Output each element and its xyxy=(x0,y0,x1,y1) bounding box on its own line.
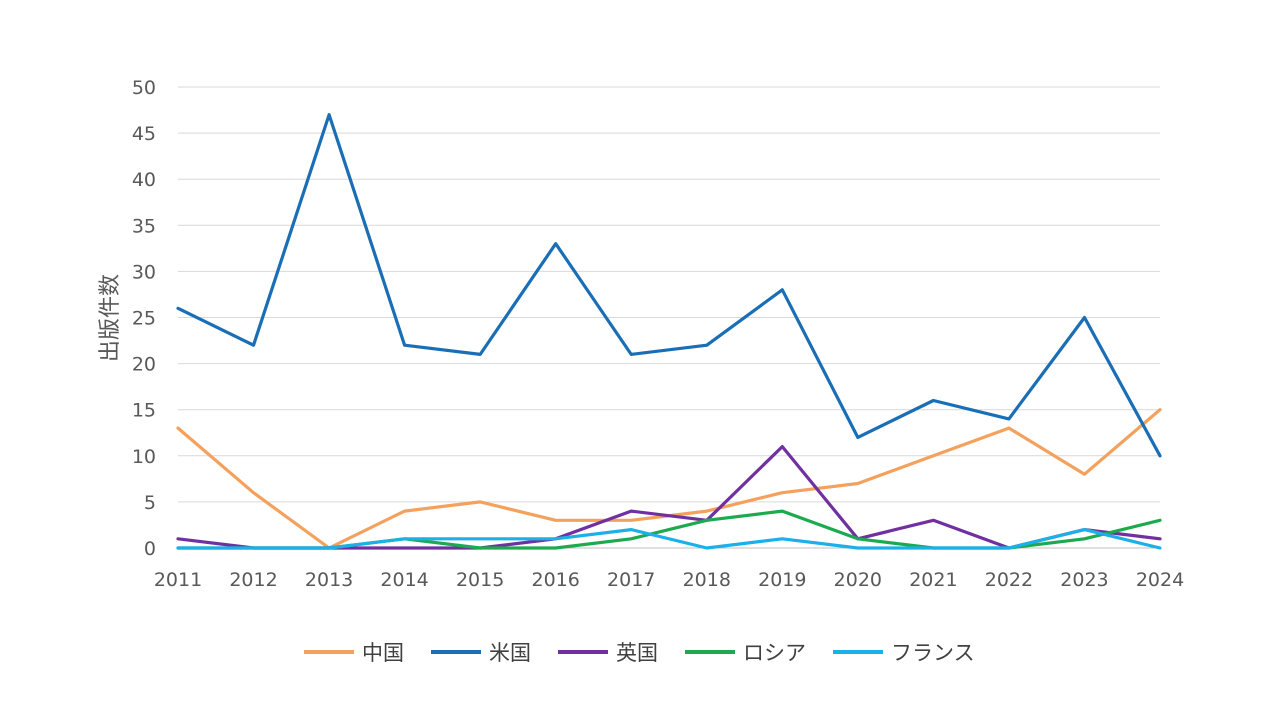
legend: 中国 米国 英国 ロシア フランス xyxy=(304,641,975,665)
x-tick-label: 2021 xyxy=(909,569,957,591)
x-tick-label: 2024 xyxy=(1136,569,1184,591)
x-tick-label: 2018 xyxy=(683,569,731,591)
x-tick-label: 2017 xyxy=(607,569,655,591)
legend-label: 英国 xyxy=(616,641,658,665)
series-line-4 xyxy=(176,527,1162,550)
legend-label: 中国 xyxy=(362,641,404,665)
y-tick-label: 35 xyxy=(132,215,156,237)
x-tick-label: 2019 xyxy=(758,569,806,591)
series-line-1 xyxy=(176,113,1162,458)
x-tick-label: 2020 xyxy=(834,569,882,591)
y-tick-label: 0 xyxy=(144,538,156,560)
x-tick-label: 2013 xyxy=(305,569,353,591)
legend-label: ロシア xyxy=(743,641,806,665)
series-line-2 xyxy=(176,445,1162,550)
x-tick-label: 2011 xyxy=(154,569,202,591)
y-tick-label: 25 xyxy=(132,308,156,330)
x-axis-ticks: 2011 2012 2013 2014 2015 2016 2017 2018 2019 2020… xyxy=(154,569,1184,591)
series-lines xyxy=(176,113,1162,550)
x-tick-label: 2023 xyxy=(1060,569,1108,591)
x-tick-label: 2012 xyxy=(229,569,277,591)
x-tick-label: 2016 xyxy=(532,569,580,591)
series-line-0 xyxy=(176,408,1162,550)
y-tick-label: 40 xyxy=(132,169,156,191)
legend-label: 米国 xyxy=(489,641,531,665)
y-tick-label: 30 xyxy=(132,261,156,283)
y-tick-label: 5 xyxy=(144,492,156,514)
y-tick-label: 10 xyxy=(132,446,156,468)
y-tick-label: 50 xyxy=(132,77,156,99)
y-axis-ticks: 0 5 10 15 20 25 30 35 40 45 50 xyxy=(132,77,156,560)
y-tick-label: 15 xyxy=(132,400,156,422)
y-tick-label: 20 xyxy=(132,354,156,376)
x-tick-label: 2015 xyxy=(456,569,504,591)
y-axis-label: 出版件数 xyxy=(98,274,123,362)
x-tick-label: 2022 xyxy=(985,569,1033,591)
grid-lines xyxy=(178,86,1160,549)
legend-label: フランス xyxy=(891,641,975,665)
y-tick-label: 45 xyxy=(132,123,156,145)
x-tick-label: 2014 xyxy=(380,569,428,591)
